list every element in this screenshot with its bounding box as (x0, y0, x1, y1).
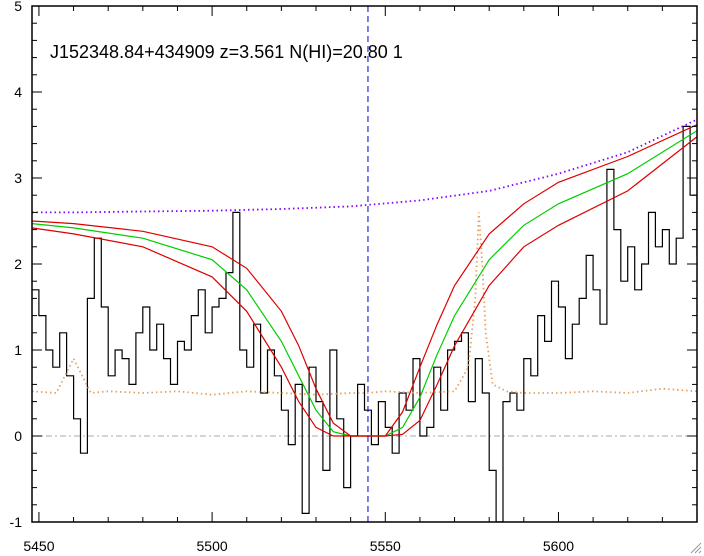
x-tick-label: 5550 (370, 538, 401, 554)
chart-title: J152348.84+434909 z=3.561 N(HI)=20.80 1 (50, 42, 403, 62)
plot-frame (31, 5, 698, 523)
series-line-2 (32, 118, 697, 214)
x-tick-label: 5500 (197, 538, 228, 554)
resize-grip-icon[interactable] (688, 540, 702, 554)
axis-layer: 5450 5500 5550 5600 -1 0 1 2 3 4 5 (10, 0, 698, 554)
y-tick-label: 1 (14, 342, 22, 358)
series-layer (32, 6, 697, 522)
x-tick-label: 5600 (543, 538, 574, 554)
y-tick-label: -1 (10, 514, 23, 530)
x-tick-label: 5450 (23, 538, 54, 554)
y-tick-label: 0 (14, 428, 22, 444)
y-tick-label: 4 (14, 84, 22, 100)
y-tick-label: 2 (14, 256, 22, 272)
plot-area (32, 6, 697, 522)
y-tick-label: 5 (14, 0, 22, 14)
series-line-0 (32, 125, 697, 522)
y-tick-label: 3 (14, 170, 22, 186)
series-line-1 (32, 212, 697, 396)
